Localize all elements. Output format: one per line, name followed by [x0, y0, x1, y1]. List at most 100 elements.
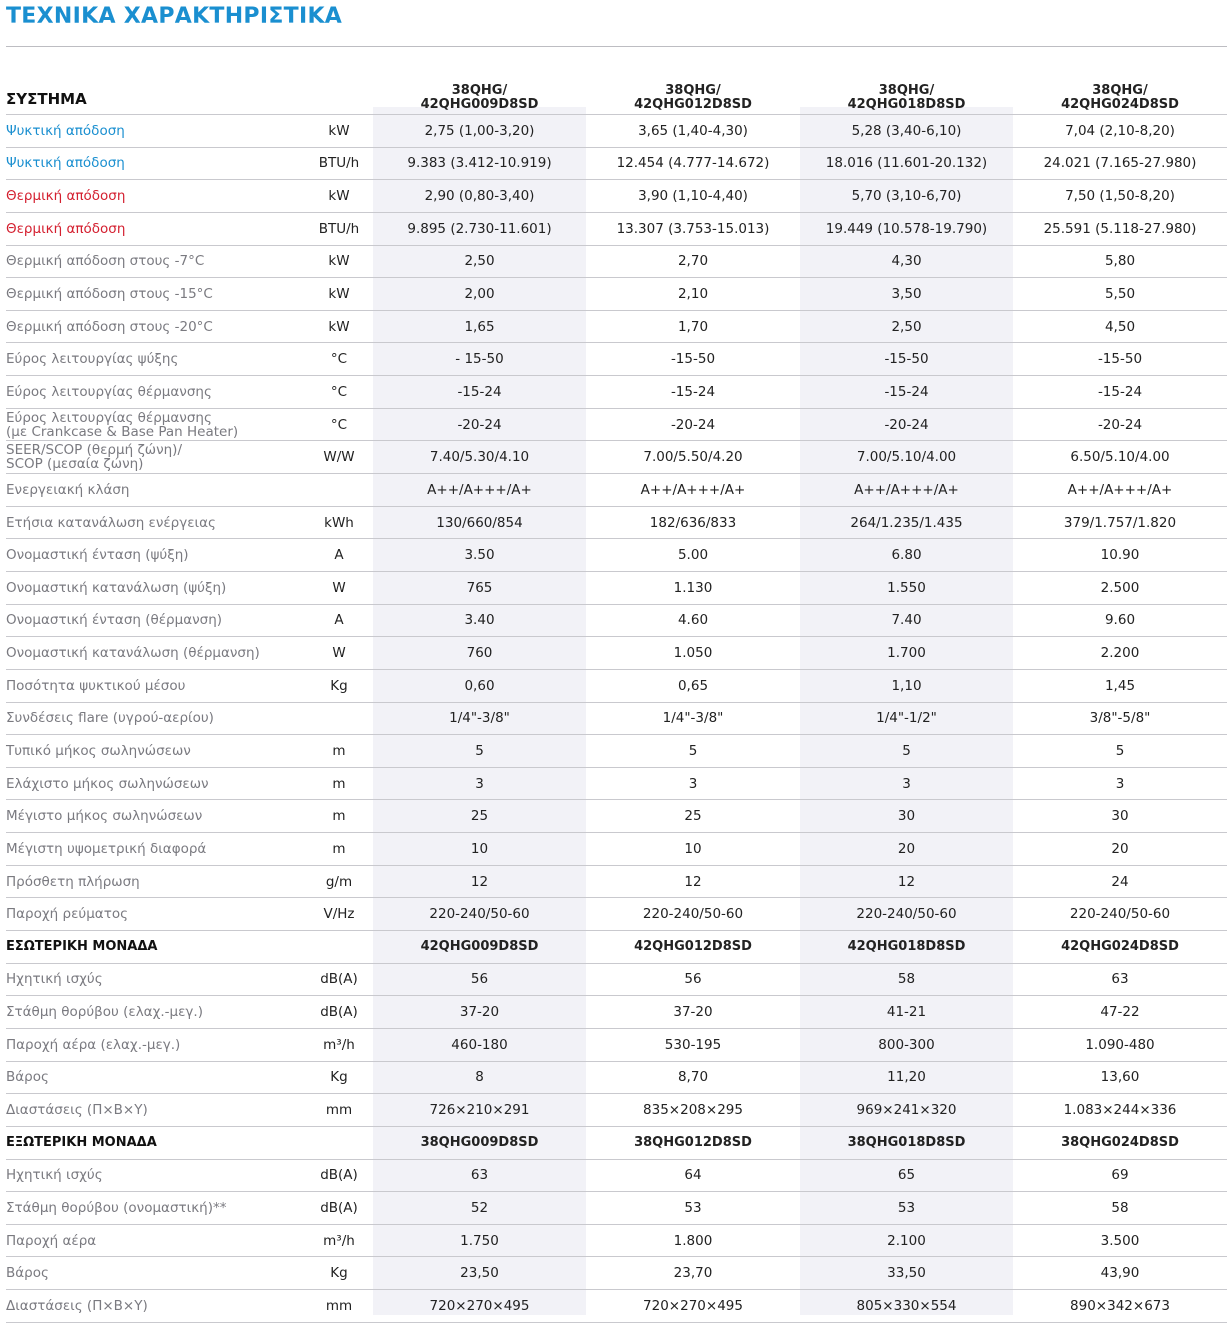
model-name-line: 38QHG009D8SD	[420, 1135, 539, 1151]
row-label-line: Θερμική απόδοση στους -15°C	[6, 286, 213, 303]
value-cell: 56	[373, 963, 586, 997]
section-header-row: ΕΣΩΤΕΡΙΚΗ ΜΟΝΑΔΑ 42QHG009D8SD 42QHG012D8SD…	[6, 930, 1227, 964]
value-cell: 7.00/5.50/4.20	[586, 440, 800, 475]
value-cell: 9.383 (3.412-10.919)	[373, 147, 586, 181]
value-cell: -20-24	[1013, 408, 1227, 442]
table-row: Μέγιστο μήκος σωληνώσεων m 25 25 30 30	[6, 799, 1227, 834]
value-cell: 890×342×673	[1013, 1289, 1227, 1323]
model-name-line: 38QHG024D8SD	[1061, 1135, 1179, 1151]
row-label: Τυπικό μήκος σωληνώσεων	[6, 734, 305, 768]
unit-cell: A	[305, 538, 373, 572]
value-cell: 530-195	[586, 1028, 800, 1062]
table-row: Εύρος λειτουργίας θέρμανσης °C -15-24 -15-2…	[6, 375, 1227, 409]
value-cell: 5,70 (3,10-6,70)	[800, 179, 1013, 213]
unit-cell: m³/h	[305, 1224, 373, 1258]
value-cell: -20-24	[586, 408, 800, 442]
value-cell: 3/8"-5/8"	[1013, 702, 1227, 736]
row-label-line: Βάρος	[6, 1069, 49, 1086]
value-cell: 1.083×244×336	[1013, 1093, 1227, 1127]
model-name-line: 38QHG/	[1092, 83, 1148, 98]
value-cell: 2.500	[1013, 571, 1227, 605]
model-header: 38QHG/42QHG012D8SD	[586, 47, 800, 115]
unit-cell	[305, 47, 373, 115]
value-cell: 2,50	[800, 310, 1013, 344]
value-cell: 220-240/50-60	[800, 897, 1013, 932]
model-name-line: 38QHG018D8SD	[847, 1135, 966, 1151]
value-cell: 6.50/5.10/4.00	[1013, 440, 1227, 475]
value-cell: 3.500	[1013, 1224, 1227, 1258]
section-title: ΕΞΩΤΕΡΙΚΗ ΜΟΝΑΔΑ	[6, 1126, 305, 1160]
unit-cell: mm	[305, 1093, 373, 1127]
value-cell: 30	[1013, 799, 1227, 834]
value-cell: 2.200	[1013, 636, 1227, 670]
row-label: SEER/SCOP (θερμή ζώνη)/SCOP (μεσαία ζώνη…	[6, 440, 305, 475]
model-header: 38QHG009D8SD	[373, 1126, 586, 1160]
row-label-line: Θερμική απόδοση στους -20°C	[6, 318, 213, 335]
table-row: Συνδέσεις flare (υγρού-αερίου) 1/4"-3/8" 1…	[6, 702, 1227, 736]
unit-cell: kW	[305, 245, 373, 279]
value-cell: 1.550	[800, 571, 1013, 605]
table-row: Παροχή αέρα m³/h 1.750 1.800 2.100 3.500	[6, 1224, 1227, 1258]
table-row: Βάρος Kg 23,50 23,70 33,50 43,90	[6, 1256, 1227, 1291]
table-row: Εύρος λειτουργίας θέρμανσης (με Crankcase…	[6, 408, 1227, 442]
row-label: Ονομαστική κατανάλωση (θέρμανση)	[6, 636, 305, 670]
table-row: Ελάχιστο μήκος σωληνώσεων m 3 3 3 3	[6, 767, 1227, 801]
row-label-line: Εύρος λειτουργίας ψύξης	[6, 351, 179, 368]
value-cell: 47-22	[1013, 995, 1227, 1029]
model-header: 38QHG/42QHG018D8SD	[800, 47, 1013, 115]
value-cell: 3	[800, 767, 1013, 801]
value-cell: 11,20	[800, 1061, 1013, 1095]
row-label: Βάρος	[6, 1061, 305, 1095]
unit-cell	[305, 473, 373, 507]
table-row: Ηχητική ισχύς dB(A) 63 64 65 69	[6, 1159, 1227, 1193]
value-cell: 7.40/5.30/4.10	[373, 440, 586, 475]
table-row: Θερμική απόδοση στους -15°C kW 2,00 2,10 3,5…	[6, 277, 1227, 311]
row-label-line: Ενεργειακή κλάση	[6, 481, 130, 498]
unit-cell: kW	[305, 114, 373, 148]
table-row: Ηχητική ισχύς dB(A) 56 56 58 63	[6, 963, 1227, 997]
value-cell: 63	[373, 1159, 586, 1193]
table-row: Ψυκτική απόδοση kW 2,75 (1,00-3,20) 3,65 (1…	[6, 114, 1227, 148]
value-cell: 53	[800, 1191, 1013, 1225]
row-label-line: Παροχή αέρα (ελαχ.-μεγ.)	[6, 1036, 181, 1053]
row-label: Ηχητική ισχύς	[6, 1159, 305, 1193]
value-cell: 2,75 (1,00-3,20)	[373, 114, 586, 148]
model-name-line: 38QHG/	[451, 83, 508, 98]
unit-cell: Kg	[305, 1256, 373, 1291]
value-cell: 3.50	[373, 538, 586, 572]
row-label-line: Παροχή ρεύματος	[6, 906, 129, 923]
table-row: Πρόσθετη πλήρωση g/m 12 12 12 24	[6, 865, 1227, 899]
value-cell: 13.307 (3.753-15.013)	[586, 212, 800, 246]
row-label: Εύρος λειτουργίας θέρμανσης (με Crankcase…	[6, 408, 305, 442]
value-cell: -15-50	[1013, 342, 1227, 377]
value-cell: A++/A+++/A+	[800, 473, 1013, 507]
value-cell: 5	[800, 734, 1013, 768]
value-cell: 0,60	[373, 669, 586, 703]
value-cell: 53	[586, 1191, 800, 1225]
value-cell: 43,90	[1013, 1256, 1227, 1291]
unit-cell: Kg	[305, 669, 373, 703]
row-label-line: Ψυκτική απόδοση	[6, 155, 125, 172]
row-label-line: Ηχητική ισχύς	[6, 1167, 103, 1184]
row-label-line: Ετήσια κατανάλωση ενέργειας	[6, 514, 216, 531]
value-cell: 0,65	[586, 669, 800, 703]
value-cell: 4,50	[1013, 310, 1227, 344]
value-cell: 58	[800, 963, 1013, 997]
table-row: Ποσότητα ψυκτικού μέσου Kg 0,60 0,65 1,10 1,4…	[6, 669, 1227, 703]
value-cell: 1.130	[586, 571, 800, 605]
value-cell: 25	[586, 799, 800, 834]
unit-cell: kW	[305, 310, 373, 344]
table-row: Διαστάσεις (Π×Β×Υ) mm 720×270×495 720×270×4…	[6, 1289, 1227, 1323]
value-cell: 182/636/833	[586, 506, 800, 540]
value-cell: -15-50	[586, 342, 800, 377]
row-label-line: Διαστάσεις (Π×Β×Υ)	[6, 1297, 148, 1314]
value-cell: 37-20	[373, 995, 586, 1029]
model-name-line: 42QHG012D8SD	[634, 939, 752, 955]
value-cell: 2.100	[800, 1224, 1013, 1258]
unit-cell: dB(A)	[305, 963, 373, 997]
row-label: Ελάχιστο μήκος σωληνώσεων	[6, 767, 305, 801]
value-cell: 1.090-480	[1013, 1028, 1227, 1062]
value-cell: 24.021 (7.165-27.980)	[1013, 147, 1227, 181]
value-cell: A++/A+++/A+	[373, 473, 586, 507]
value-cell: 33,50	[800, 1256, 1013, 1291]
